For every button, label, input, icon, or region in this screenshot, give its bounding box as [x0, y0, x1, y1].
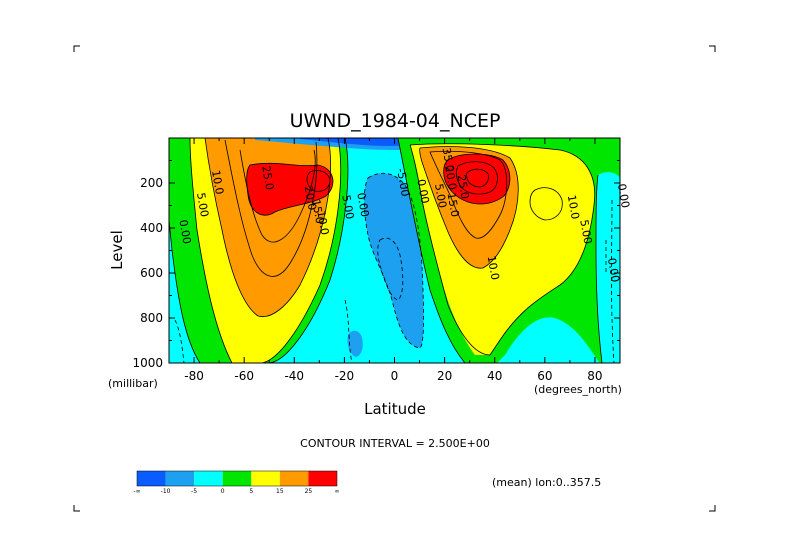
contour-line	[246, 162, 334, 216]
corner-mark-bottom-right	[709, 505, 716, 512]
y-axis-label: Level	[108, 230, 126, 270]
contour-interval-text: CONTOUR INTERVAL = 2.500E+00	[300, 437, 490, 450]
contour-label: 0.00	[605, 257, 622, 283]
x-tick-label: -40	[284, 369, 304, 383]
corner-mark-top-left	[73, 45, 80, 52]
colorbar-tick-label: -5	[191, 488, 197, 495]
band-north-25-plus	[443, 154, 510, 204]
contour-label: 5.00	[577, 219, 594, 245]
colorbar-tick-label: 25	[305, 488, 313, 495]
contour-label: 15.0	[445, 192, 462, 218]
contour-label: 5.00	[339, 194, 356, 220]
colorbar-tick-label: ∞	[335, 488, 340, 495]
contour-line	[344, 299, 353, 363]
corner-mark-top-right	[709, 45, 716, 52]
x-tick-label: -80	[184, 369, 204, 383]
contour-line	[419, 146, 519, 269]
contour-label: 5.00	[194, 192, 211, 218]
contour-line	[267, 138, 349, 363]
colorbar-tick-label: -∞	[133, 488, 140, 495]
contour-label: 10.0	[209, 169, 226, 195]
colorbar-swatch	[194, 471, 223, 486]
contour-fill-field	[169, 138, 620, 363]
x-tick-labels: -80 -60 -40 -20 0 20 40 60 80	[184, 369, 602, 383]
x-tick-label: -20	[335, 369, 355, 383]
contour-line	[189, 138, 233, 363]
band-tropics-lower-minus5	[347, 330, 363, 357]
x-tick-label: -60	[234, 369, 254, 383]
contour-label: 15.0	[309, 198, 326, 224]
y-tick-label: 400	[140, 221, 163, 235]
contour-lines	[169, 138, 615, 363]
contour-line	[595, 174, 603, 363]
x-axis-units: (degrees_north)	[534, 383, 622, 396]
contour-line	[409, 143, 596, 356]
contour-label: -5.00	[394, 167, 412, 197]
contour-label: 0.00	[615, 183, 632, 209]
x-tick-label: 40	[487, 369, 502, 383]
mean-longitude-text: (mean) lon:0..357.5	[492, 476, 601, 489]
x-tick-label: 80	[587, 369, 602, 383]
contour-line	[455, 161, 498, 195]
colorbar-tick-label: 5	[249, 488, 253, 495]
colorbar-swatch	[165, 471, 195, 486]
band-north-polar-easterlies	[596, 172, 620, 363]
colorbar-swatch	[251, 471, 280, 486]
contour-line	[465, 168, 489, 188]
y-tick-label: 200	[140, 176, 163, 190]
contour-label: 20.0	[442, 165, 459, 191]
colorbar-tick-label: -10	[161, 488, 171, 495]
contour-line	[306, 170, 331, 192]
contour-line	[397, 138, 466, 363]
y-tick-label: 1000	[132, 356, 163, 370]
contour-label: 5.00	[432, 183, 449, 209]
contour-label: 10.0	[485, 255, 502, 281]
x-tick-label: 20	[437, 369, 452, 383]
contour-label: 35.0	[440, 147, 457, 173]
colorbar-tick-label: 0	[221, 488, 225, 495]
contour-label: 25.0	[455, 174, 472, 200]
colorbar-swatch	[279, 471, 309, 486]
y-tick-label: 800	[140, 311, 163, 325]
contour-label: 10.0	[314, 210, 331, 236]
contour-line	[224, 139, 318, 277]
contour-line	[169, 219, 201, 363]
colorbar-tick-labels: -∞ -10 -5 0 5 15 25 ∞	[133, 488, 339, 495]
contour-line	[239, 149, 316, 243]
contour-line	[204, 138, 331, 318]
colorbar-swatch	[137, 471, 166, 486]
band-tropics-minus5-minus10	[364, 173, 424, 348]
contour-line	[443, 153, 511, 205]
colorbar-tick-label: 15	[276, 488, 284, 495]
contour-label: 0.00	[176, 219, 193, 245]
contour-line	[174, 319, 185, 363]
contour-labels: 10.05.000.0025.020.015.010.05.000.00-5.0…	[176, 147, 632, 284]
colorbar-frame	[136, 470, 338, 487]
chart-title: UWND_1984-04_NCEP	[290, 110, 501, 132]
contour-label: 20.0	[302, 185, 319, 211]
y-tick-label: 600	[140, 266, 163, 280]
x-axis-label: Latitude	[364, 400, 426, 418]
contour-line	[611, 199, 615, 363]
colorbar-swatch	[222, 471, 252, 486]
colorbar-swatch	[308, 471, 337, 486]
contour-label: 0.00	[354, 192, 371, 218]
x-tick-label: 60	[537, 369, 552, 383]
corner-mark-bottom-left	[73, 505, 80, 512]
colorbar	[136, 470, 338, 487]
y-axis-units: (millibar)	[108, 377, 158, 390]
band-south-25-plus	[246, 163, 333, 216]
contour-label: 25.0	[259, 165, 276, 191]
contour-line	[429, 150, 508, 239]
x-tick-label: 0	[391, 369, 399, 383]
contour-line	[261, 138, 342, 363]
contour-label: 10.0	[565, 194, 582, 220]
y-tick-labels: 200 400 600 800 1000	[132, 176, 163, 370]
contour-line	[529, 187, 563, 221]
contour-label: 0.00	[414, 178, 431, 204]
axis-ticks	[168, 138, 621, 364]
